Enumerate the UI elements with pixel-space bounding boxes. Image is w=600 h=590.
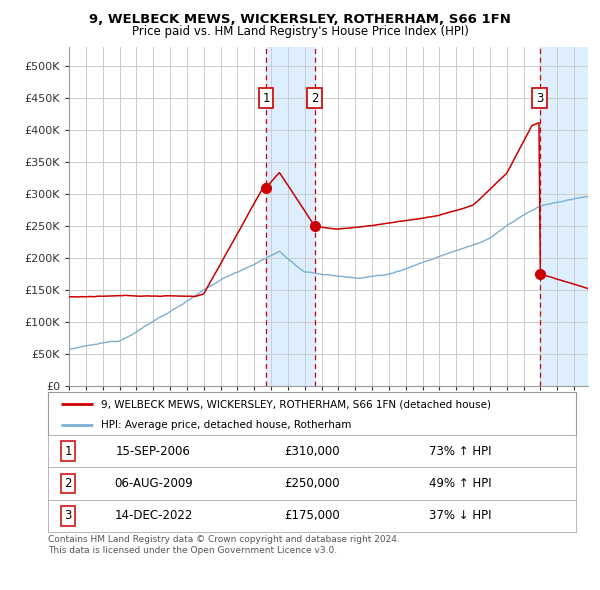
Text: HPI: Average price, detached house, Rotherham: HPI: Average price, detached house, Roth… xyxy=(101,419,351,430)
Text: 9, WELBECK MEWS, WICKERSLEY, ROTHERHAM, S66 1FN: 9, WELBECK MEWS, WICKERSLEY, ROTHERHAM, … xyxy=(89,13,511,26)
Text: £250,000: £250,000 xyxy=(284,477,340,490)
Text: 49% ↑ HPI: 49% ↑ HPI xyxy=(428,477,491,490)
Text: 1: 1 xyxy=(262,92,270,105)
Text: £175,000: £175,000 xyxy=(284,509,340,523)
Text: £310,000: £310,000 xyxy=(284,444,340,458)
Text: 3: 3 xyxy=(536,92,543,105)
Bar xyxy=(266,47,314,386)
Text: 9, WELBECK MEWS, WICKERSLEY, ROTHERHAM, S66 1FN (detached house): 9, WELBECK MEWS, WICKERSLEY, ROTHERHAM, … xyxy=(101,399,491,409)
Text: 73% ↑ HPI: 73% ↑ HPI xyxy=(428,444,491,458)
Text: 06-AUG-2009: 06-AUG-2009 xyxy=(114,477,193,490)
Text: 37% ↓ HPI: 37% ↓ HPI xyxy=(428,509,491,523)
Text: 3: 3 xyxy=(64,509,72,523)
Text: 1: 1 xyxy=(64,444,72,458)
Text: 15-SEP-2006: 15-SEP-2006 xyxy=(116,444,191,458)
Text: 2: 2 xyxy=(311,92,319,105)
Bar xyxy=(539,47,588,386)
Text: Price paid vs. HM Land Registry's House Price Index (HPI): Price paid vs. HM Land Registry's House … xyxy=(131,25,469,38)
Text: 2: 2 xyxy=(64,477,72,490)
Text: Contains HM Land Registry data © Crown copyright and database right 2024.
This d: Contains HM Land Registry data © Crown c… xyxy=(48,535,400,555)
Text: 14-DEC-2022: 14-DEC-2022 xyxy=(115,509,193,523)
